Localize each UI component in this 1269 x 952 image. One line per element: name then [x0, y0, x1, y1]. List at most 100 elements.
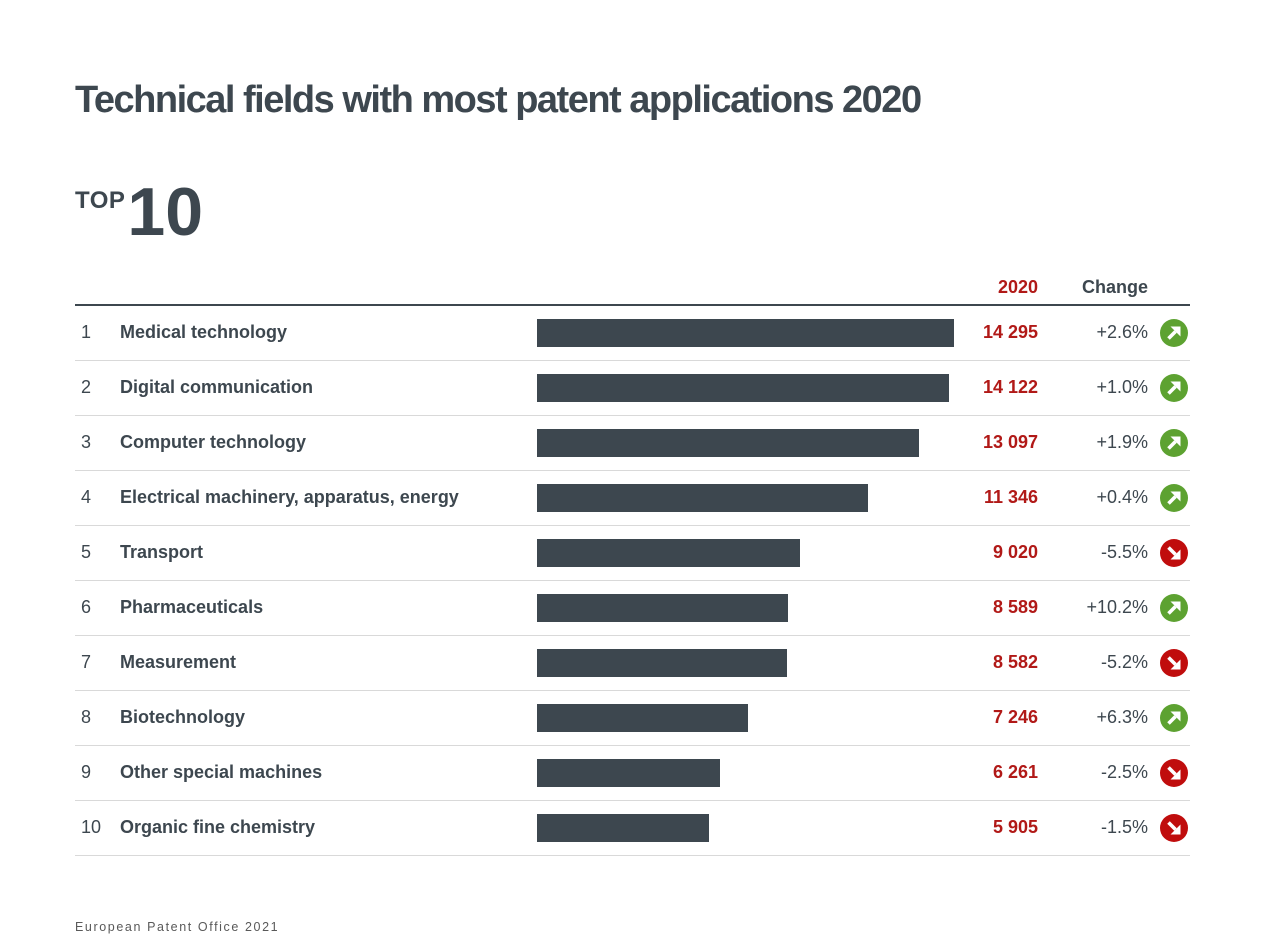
change-direction-icon [1160, 813, 1188, 842]
bar [537, 703, 749, 732]
page-title: Technical fields with most patent applic… [75, 79, 922, 121]
change-icon-cell [1148, 318, 1190, 347]
field-name: Biotechnology [120, 707, 245, 728]
applications-count: 5 905 [992, 817, 1038, 838]
rank-number: 10 [81, 817, 102, 838]
bar-track [537, 483, 963, 512]
ranking-table: 2020 Change 1 Medical technology 14 295 … [75, 270, 1190, 856]
applications-count: 6 261 [992, 762, 1038, 783]
change-icon-cell [1148, 538, 1190, 567]
applications-count: 9 020 [992, 542, 1038, 563]
change-icon-cell [1148, 483, 1190, 512]
trend-up-arrow-icon [1167, 326, 1181, 340]
change-direction-icon [1160, 593, 1188, 622]
bar [537, 593, 788, 622]
trend-down-arrow-icon [1167, 545, 1181, 560]
table-row: 2 Digital communication 14 122 +1.0% [75, 361, 1190, 416]
bar [537, 813, 710, 842]
column-header-2020: 2020 [997, 276, 1038, 297]
rank-number: 2 [81, 377, 92, 398]
bar [537, 758, 720, 787]
trend-down-arrow-icon [1167, 820, 1181, 835]
trend-up-arrow-icon [1167, 381, 1181, 395]
rank-number: 5 [81, 542, 92, 563]
rank-number: 9 [81, 762, 92, 783]
applications-count: 8 582 [992, 652, 1038, 673]
bar [537, 483, 868, 512]
table-row: 5 Transport 9 020 -5.5% [75, 526, 1190, 581]
trend-up-arrow-icon [1167, 491, 1181, 505]
table-row: 3 Computer technology 13 097 +1.9% [75, 416, 1190, 471]
bar-track [537, 593, 963, 622]
change-direction-icon [1160, 428, 1188, 457]
rank-number: 8 [81, 707, 92, 728]
bar-track [537, 318, 963, 347]
applications-count: 8 589 [992, 597, 1038, 618]
applications-count: 7 246 [992, 707, 1038, 728]
rank-number: 7 [81, 652, 92, 673]
field-name: Medical technology [120, 322, 288, 343]
bar-track [537, 703, 963, 732]
change-direction-icon [1160, 318, 1188, 347]
bar-track [537, 758, 963, 787]
field-name: Other special machines [120, 762, 323, 783]
change-direction-icon [1160, 703, 1188, 732]
table-row: 7 Measurement 8 582 -5.2% [75, 636, 1190, 691]
rank-number: 3 [81, 432, 92, 453]
change-percent: +0.4% [1096, 487, 1148, 508]
applications-count: 11 346 [983, 487, 1038, 508]
change-percent: +2.6% [1096, 322, 1148, 343]
change-icon-cell [1148, 373, 1190, 402]
change-percent: +10.2% [1086, 597, 1148, 618]
field-name: Pharmaceuticals [120, 597, 264, 618]
change-percent: +1.0% [1096, 377, 1148, 398]
change-percent: -1.5% [1100, 817, 1148, 838]
bar [537, 538, 801, 567]
table-row: 6 Pharmaceuticals 8 589 +10.2% [75, 581, 1190, 636]
trend-up-arrow-icon [1167, 436, 1181, 450]
bar-track [537, 373, 963, 402]
top-label: TOP [75, 186, 126, 214]
bar [537, 318, 954, 347]
table-header-row: 2020 Change [75, 270, 1190, 306]
change-icon-cell [1148, 758, 1190, 787]
field-name: Digital communication [120, 377, 314, 398]
table-row: 1 Medical technology 14 295 +2.6% [75, 306, 1190, 361]
column-header-change: Change [1081, 276, 1148, 297]
change-icon-cell [1148, 703, 1190, 732]
change-icon-cell [1148, 813, 1190, 842]
trend-down-arrow-icon [1167, 765, 1181, 780]
field-name: Electrical machinery, apparatus, energy [120, 487, 459, 508]
applications-count: 13 097 [982, 432, 1038, 453]
table-body: 1 Medical technology 14 295 +2.6% 2 Digi… [75, 306, 1190, 856]
change-percent: -5.2% [1100, 652, 1148, 673]
change-direction-icon [1160, 648, 1188, 677]
field-name: Computer technology [120, 432, 307, 453]
bar-track [537, 428, 963, 457]
change-percent: -5.5% [1100, 542, 1148, 563]
bar [537, 428, 920, 457]
bar-track [537, 813, 963, 842]
trend-up-arrow-icon [1167, 601, 1181, 615]
change-icon-cell [1148, 593, 1190, 622]
change-icon-cell [1148, 648, 1190, 677]
change-icon-cell [1148, 428, 1190, 457]
change-percent: +1.9% [1096, 432, 1148, 453]
change-direction-icon [1160, 373, 1188, 402]
source-attribution: European Patent Office 2021 [75, 920, 280, 934]
change-percent: -2.5% [1100, 762, 1148, 783]
rank-number: 6 [81, 597, 92, 618]
table-row: 8 Biotechnology 7 246 +6.3% [75, 691, 1190, 746]
field-name: Measurement [120, 652, 237, 673]
applications-count: 14 122 [982, 377, 1038, 398]
bar-track [537, 648, 963, 677]
trend-up-arrow-icon [1167, 711, 1181, 725]
bar [537, 648, 788, 677]
rank-number: 4 [81, 487, 92, 508]
trend-down-arrow-icon [1167, 655, 1181, 670]
field-name: Organic fine chemistry [120, 817, 316, 838]
table-row: 9 Other special machines 6 261 -2.5% [75, 746, 1190, 801]
bar-track [537, 538, 963, 567]
table-row: 10 Organic fine chemistry 5 905 -1.5% [75, 801, 1190, 856]
